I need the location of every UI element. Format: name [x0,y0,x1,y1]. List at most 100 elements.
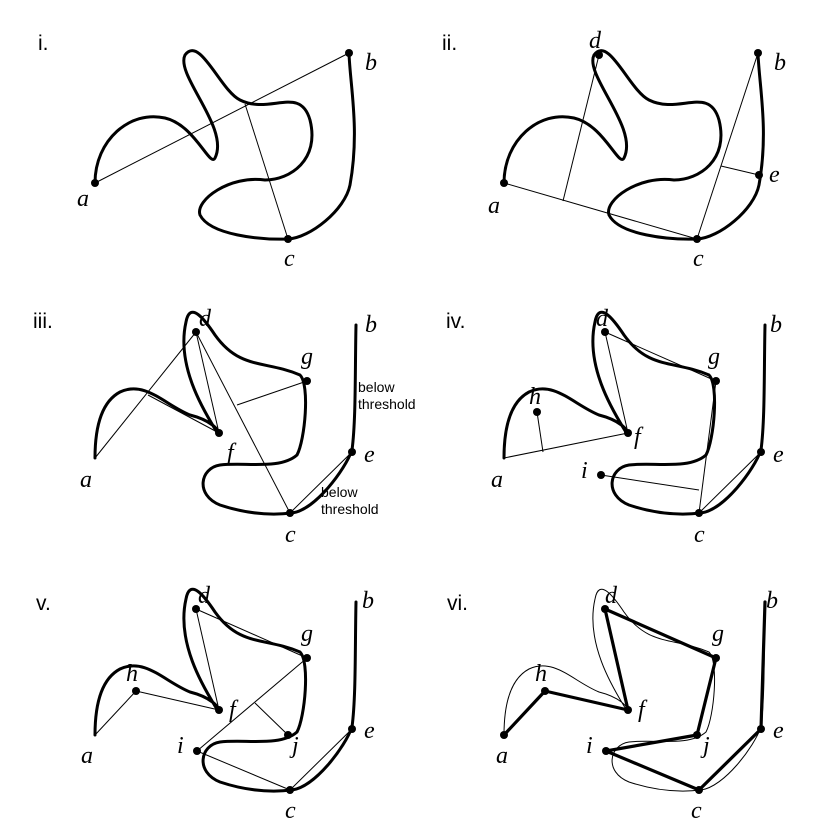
chord-dg [195,608,308,659]
label-a: a [491,467,503,493]
point-d [595,51,603,59]
panel-label: vi. [447,592,468,615]
chord-ce [289,451,353,514]
point-j [693,731,701,739]
label-j: j [700,733,710,759]
point-c [695,509,703,517]
curve [502,49,765,241]
point-h [533,408,541,416]
label-c: c [691,798,702,824]
panel-label: v. [36,592,51,615]
chord-dc [195,331,291,514]
chord-ad [94,331,197,459]
label-c: c [285,798,296,824]
panel-iii: iii. a b c d e f g below threshold below… [33,306,416,548]
label-d: d [605,583,618,609]
point-g [712,654,720,662]
label-c: c [694,522,705,548]
chord-ce [698,451,762,514]
point-f [215,706,223,714]
note-below-threshold-be-line2: threshold [358,396,416,412]
label-c: c [285,522,296,548]
panel-iv: iv. a b c d e f g h i [446,306,784,548]
label-b: b [365,312,377,338]
point-g [303,654,311,662]
chord-d-perp [562,54,600,202]
point-b [345,49,353,57]
label-g: g [712,621,724,647]
label-b: b [774,50,786,76]
chord-c-to-ab [244,103,289,240]
curve [93,49,356,241]
point-c [695,786,703,794]
point-g [712,377,720,385]
curve [502,310,767,516]
chord-df [604,331,629,434]
label-g: g [301,344,313,370]
point-f [215,429,223,437]
chord-df [195,608,220,711]
chord-i-perp [600,474,700,491]
point-e [757,448,765,456]
label-e: e [773,718,784,744]
point-d [192,328,200,336]
label-e: e [364,442,375,468]
panel-label: ii. [442,32,457,55]
chord-ce [289,728,353,791]
chord-ab [94,52,350,184]
label-a: a [488,193,500,219]
panel-label: iii. [33,310,53,333]
note-below-threshold-ce-line1: below [321,484,358,500]
label-i: i [581,458,588,484]
label-d: d [589,28,602,54]
label-j: j [289,733,299,759]
point-i [597,471,605,479]
point-c [693,235,701,243]
label-e: e [364,718,375,744]
point-c [286,786,294,794]
point-a [500,731,508,739]
label-d: d [596,306,609,332]
chord-j-perp [254,702,289,736]
chord-h-perp [536,411,544,453]
point-e [348,448,356,456]
label-a: a [80,467,92,493]
label-i: i [177,733,184,759]
panel-vi: vi. a b c d e f g h i j [447,583,784,824]
note-below-threshold-ce-line2: threshold [321,501,379,517]
panel-v: v. a b c d e f g h i j [36,583,375,824]
point-e [757,725,765,733]
chord-dg [604,331,717,382]
label-f: f [638,697,648,723]
chord-hf [135,690,220,711]
label-a: a [81,743,93,769]
label-i: i [586,733,593,759]
panel-label: iv. [446,310,465,333]
polyline-approximation [502,600,767,792]
label-h: h [535,661,547,687]
label-f: f [227,440,237,466]
chord-gc [698,380,717,514]
label-h: h [529,384,541,410]
point-j [284,731,292,739]
label-a: a [496,743,508,769]
chord-cb [696,52,759,240]
label-g: g [301,621,313,647]
point-e [348,725,356,733]
label-f: f [229,697,239,723]
point-d [601,605,609,613]
point-d [192,605,200,613]
chord-h-perp [147,394,220,434]
label-d: d [198,583,211,609]
chord-ac [503,182,698,240]
point-h [132,687,140,695]
panel-ii: ii. a b c d e [442,28,786,272]
point-e [755,171,763,179]
label-d: d [199,306,212,332]
point-g [303,377,311,385]
chord-e-perp [720,165,760,176]
curve [93,310,358,516]
label-h: h [126,661,138,687]
point-i [602,747,610,755]
